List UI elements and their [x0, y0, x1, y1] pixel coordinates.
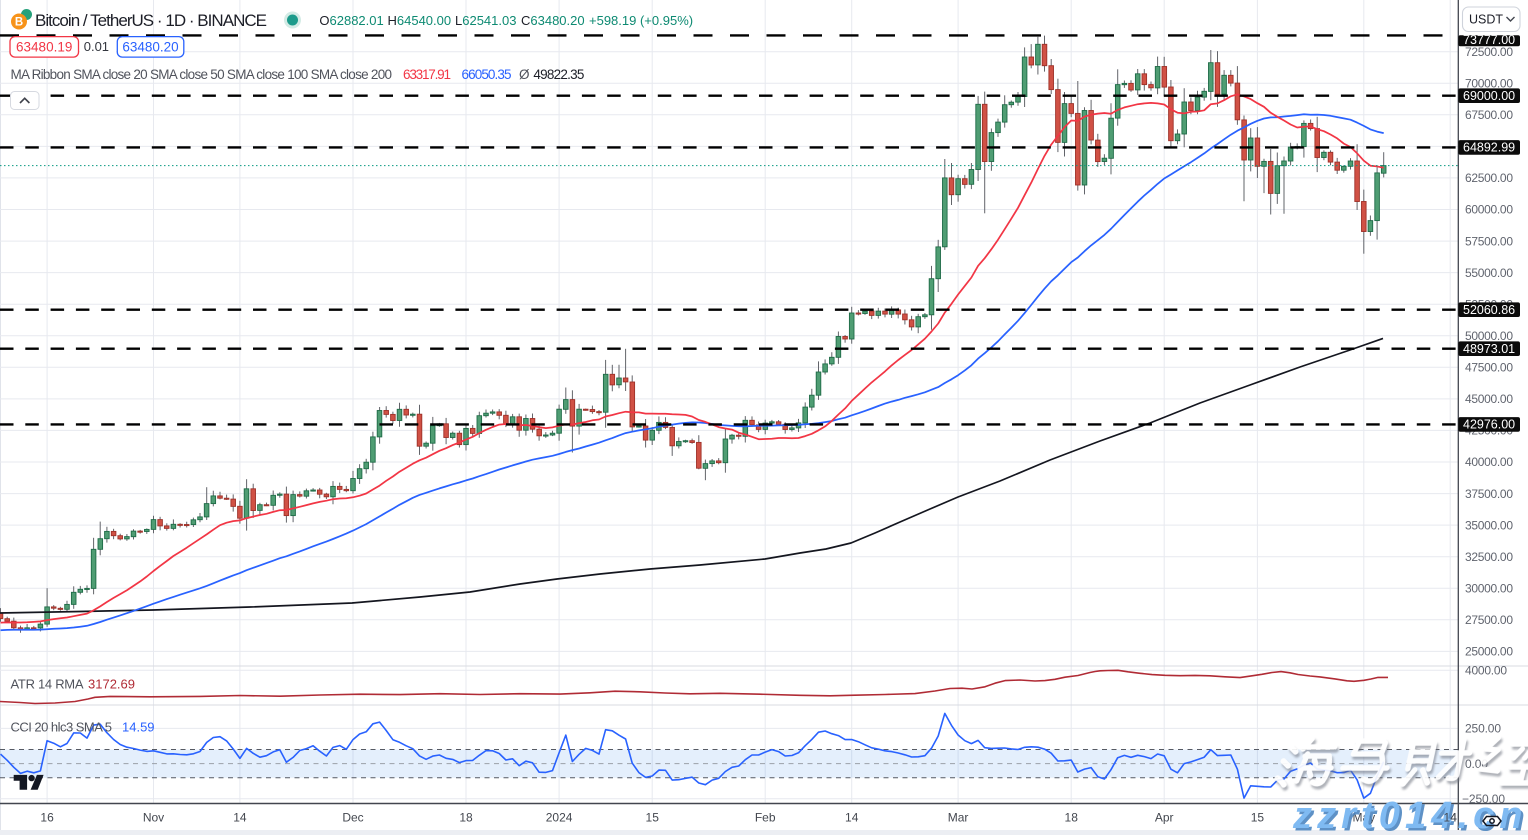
svg-text:37500.00: 37500.00 — [1465, 487, 1513, 501]
svg-text:42976.00: 42976.00 — [1463, 418, 1515, 432]
svg-text:70000.00: 70000.00 — [1465, 77, 1513, 91]
svg-text:15: 15 — [1251, 811, 1265, 825]
svg-text:Apr: Apr — [1155, 811, 1174, 825]
svg-text:14: 14 — [845, 811, 859, 825]
svg-text:69000.00: 69000.00 — [1463, 89, 1515, 103]
svg-text:14: 14 — [1444, 811, 1458, 825]
svg-text:27500.00: 27500.00 — [1465, 613, 1513, 627]
svg-text:63317.91: 63317.91 — [403, 67, 451, 82]
svg-text:0.01: 0.01 — [84, 39, 109, 54]
svg-text:57500.00: 57500.00 — [1465, 234, 1513, 248]
svg-text:zzrt014.cn: zzrt014.cn — [1295, 798, 1528, 836]
svg-text:CCI 20 hlc3 SMA 5: CCI 20 hlc3 SMA 5 — [11, 720, 113, 735]
svg-text:MA Ribbon SMA close 20 SMA clo: MA Ribbon SMA close 20 SMA close 50 SMA … — [11, 67, 392, 82]
svg-text:72500.00: 72500.00 — [1465, 45, 1513, 59]
svg-text:18: 18 — [1065, 811, 1079, 825]
svg-text:USDT: USDT — [1469, 13, 1503, 27]
svg-text:L62541.03: L62541.03 — [455, 13, 516, 28]
svg-text:47500.00: 47500.00 — [1465, 361, 1513, 375]
svg-text:63480.20: 63480.20 — [122, 39, 178, 54]
svg-text:66050.35: 66050.35 — [462, 67, 512, 82]
svg-text:64892.99: 64892.99 — [1463, 141, 1515, 155]
svg-text:35000.00: 35000.00 — [1465, 518, 1513, 532]
svg-text:45000.00: 45000.00 — [1465, 392, 1513, 406]
svg-text:49822.35: 49822.35 — [533, 67, 584, 82]
svg-text:250.00: 250.00 — [1465, 722, 1501, 736]
svg-text:B: B — [15, 17, 23, 29]
svg-text:50000.00: 50000.00 — [1465, 329, 1513, 343]
svg-text:Feb: Feb — [755, 811, 776, 825]
svg-text:14: 14 — [1444, 811, 1458, 825]
svg-text:32500.00: 32500.00 — [1465, 550, 1513, 564]
svg-text:25000.00: 25000.00 — [1465, 645, 1513, 659]
svg-text:4000.00: 4000.00 — [1465, 663, 1507, 677]
svg-text:+598.19 (+0.95%): +598.19 (+0.95%) — [589, 13, 693, 28]
svg-text:30000.00: 30000.00 — [1465, 582, 1513, 596]
svg-text:May: May — [1352, 811, 1375, 825]
svg-text:67500.00: 67500.00 — [1465, 108, 1513, 122]
svg-text:ATR 14 RMA: ATR 14 RMA — [11, 677, 84, 692]
svg-text:Ø: Ø — [519, 67, 530, 82]
svg-text:Dec: Dec — [342, 811, 363, 825]
svg-text:O62882.01: O62882.01 — [319, 13, 383, 28]
svg-text:Bitcoin / TetherUS · 1D · BINA: Bitcoin / TetherUS · 1D · BINANCE — [35, 11, 267, 30]
svg-text:55000.00: 55000.00 — [1465, 266, 1513, 280]
svg-text:zzrt014.cn: zzrt014.cn — [1292, 795, 1525, 835]
svg-text:14.59: 14.59 — [122, 720, 155, 735]
svg-text:73777.00: 73777.00 — [1463, 33, 1515, 47]
svg-text:52060.86: 52060.86 — [1463, 303, 1515, 317]
svg-text:60000.00: 60000.00 — [1465, 203, 1513, 217]
svg-text:C63480.20: C63480.20 — [521, 13, 585, 28]
svg-text:3172.69: 3172.69 — [88, 677, 135, 692]
svg-text:63480.19: 63480.19 — [16, 39, 72, 54]
svg-text:16: 16 — [40, 811, 54, 825]
svg-text:2024: 2024 — [546, 811, 573, 825]
svg-text:Mar: Mar — [948, 811, 969, 825]
svg-text:H64540.00: H64540.00 — [388, 13, 452, 28]
svg-text:48973.01: 48973.01 — [1463, 342, 1515, 356]
svg-text:40000.00: 40000.00 — [1465, 455, 1513, 469]
svg-text:15: 15 — [646, 811, 660, 825]
svg-text:14: 14 — [233, 811, 247, 825]
svg-text:62500.00: 62500.00 — [1465, 171, 1513, 185]
svg-text:−250.00: −250.00 — [1462, 792, 1505, 806]
svg-text:18: 18 — [459, 811, 473, 825]
svg-text:Nov: Nov — [143, 811, 164, 825]
